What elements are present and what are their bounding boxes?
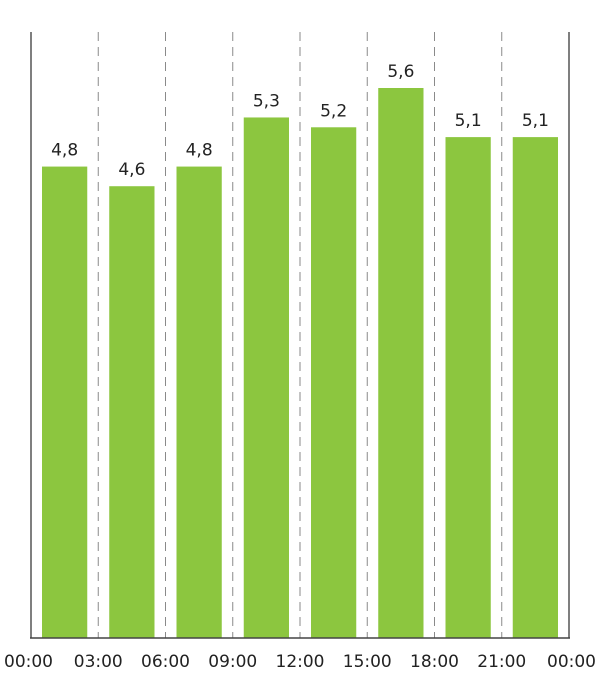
bar xyxy=(512,137,558,638)
x-tick-label: 12:00 xyxy=(276,652,325,672)
data-label: 5,3 xyxy=(253,91,280,111)
data-label: 4,6 xyxy=(118,160,145,180)
x-tick-label: 18:00 xyxy=(410,652,459,672)
bar xyxy=(109,186,155,638)
bar xyxy=(243,117,289,638)
x-tick-label: 03:00 xyxy=(74,652,123,672)
bar xyxy=(445,137,491,638)
x-tick-label: 09:00 xyxy=(208,652,257,672)
grid-lines xyxy=(97,32,503,638)
data-label: 5,6 xyxy=(387,62,414,82)
data-label: 5,2 xyxy=(320,101,347,121)
data-label: 4,8 xyxy=(51,141,78,161)
data-label: 4,8 xyxy=(186,141,213,161)
x-tick-labels: 00:00 03:00 06:00 09:00 12:00 15:00 18:00 21:00… xyxy=(4,652,596,672)
bar xyxy=(311,127,357,639)
value-labels: 4,8 4,6 4,8 5,3 5,2 5,6 5,1 5,1 xyxy=(51,62,549,180)
data-label: 5,1 xyxy=(522,111,549,131)
x-tick-label: 00:00 xyxy=(4,652,53,672)
x-tick-label: 06:00 xyxy=(141,652,190,672)
axes xyxy=(30,32,570,639)
x-tick-label: 00:00 xyxy=(547,652,596,672)
bar xyxy=(42,166,88,639)
bar xyxy=(176,166,222,639)
bar xyxy=(378,88,424,638)
data-label: 5,1 xyxy=(455,111,482,131)
bars xyxy=(42,88,558,639)
x-tick-label: 15:00 xyxy=(343,652,392,672)
x-tick-label: 21:00 xyxy=(477,652,526,672)
